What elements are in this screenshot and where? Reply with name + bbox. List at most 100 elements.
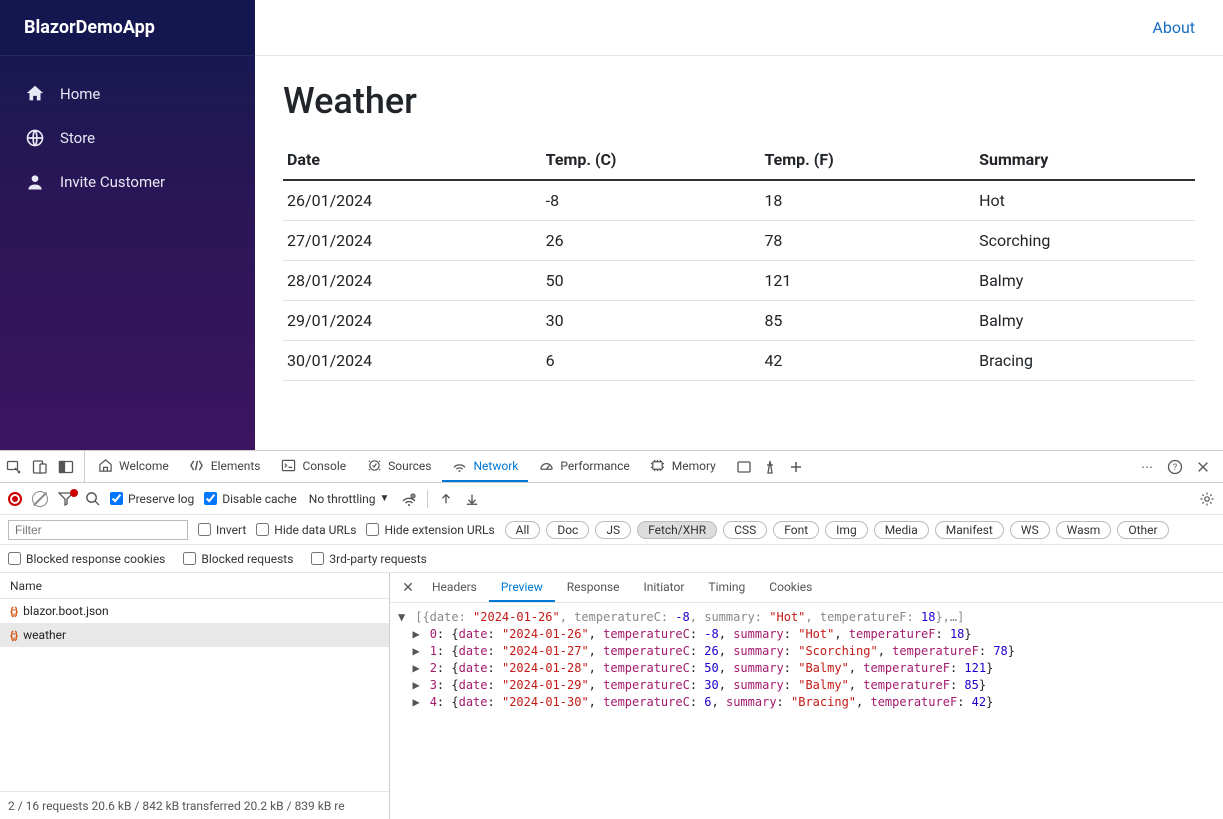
table-cell: 85 [760,301,975,341]
devtools-tab-welcome[interactable]: Welcome [87,451,179,482]
search-icon[interactable] [84,491,100,507]
devtools-tab-memory[interactable]: Memory [640,451,726,482]
network-settings-icon[interactable] [1199,491,1215,507]
elements-tab-icon [189,458,205,474]
preserve-log-checkbox[interactable]: Preserve log [110,492,194,506]
chevron-down-icon: ▼ [380,493,390,504]
filter-pill-manifest[interactable]: Manifest [935,521,1004,539]
table-cell: 28/01/2024 [283,261,542,301]
disable-cache-checkbox[interactable]: Disable cache [204,492,297,506]
welcome-tab-icon [97,458,113,474]
close-devtools-icon[interactable] [1195,459,1211,475]
filter-pill-all[interactable]: All [505,521,541,539]
filter-pill-js[interactable]: JS [595,521,631,539]
brand-row: BlazorDemoApp [0,0,255,56]
detail-tab-cookies[interactable]: Cookies [757,573,824,602]
devtools-tab-console[interactable]: Console [271,451,357,482]
table-cell: 121 [760,261,975,301]
blocked-cookies-checkbox[interactable]: Blocked response cookies [8,552,165,566]
sidebar-item-label: Store [60,129,95,147]
filter-pill-ws[interactable]: WS [1010,521,1050,539]
devtools-tab-network[interactable]: Network [442,451,529,482]
table-cell: 30 [542,301,761,341]
sidebar-item-label: Home [60,85,100,103]
request-name: weather [23,628,66,642]
device-icon[interactable] [32,459,48,475]
filter-pill-other[interactable]: Other [1117,521,1168,539]
filter-pill-wasm[interactable]: Wasm [1056,521,1112,539]
json-icon: {;} [10,629,17,642]
detail-tabbar: ✕ HeadersPreviewResponseInitiatorTimingC… [390,573,1223,603]
detail-tab-initiator[interactable]: Initiator [632,573,697,602]
filter-pill-fetch-xhr[interactable]: Fetch/XHR [637,521,717,539]
table-header: Summary [975,140,1195,180]
detail-tab-headers[interactable]: Headers [420,573,489,602]
filter-pill-doc[interactable]: Doc [546,521,589,539]
table-cell: 27/01/2024 [283,221,542,261]
network-conditions-icon[interactable] [401,491,417,507]
disable-cache-label: Disable cache [222,492,297,506]
filter-pill-img[interactable]: Img [825,521,868,539]
weather-table: DateTemp. (C)Temp. (F)Summary 26/01/2024… [283,140,1195,381]
invert-checkbox[interactable]: Invert [198,523,246,537]
table-cell: Scorching [975,221,1195,261]
inspect-icon[interactable] [6,459,22,475]
lighthouse-icon[interactable] [762,459,778,475]
record-button[interactable] [8,492,22,506]
help-icon[interactable]: ? [1167,459,1183,475]
request-list: Name {;}blazor.boot.json{;}weather 2 / 1… [0,573,390,819]
filter-pill-css[interactable]: CSS [723,521,767,539]
clear-button[interactable] [32,491,48,507]
third-party-checkbox[interactable]: 3rd-party requests [311,552,426,566]
detail-tab-response[interactable]: Response [555,573,632,602]
about-link[interactable]: About [1152,18,1195,37]
close-detail-icon[interactable]: ✕ [396,580,420,596]
sidebar-item-label: Invite Customer [60,173,165,191]
detail-tab-timing[interactable]: Timing [696,573,757,602]
home-icon [24,83,46,105]
table-row: 28/01/202450121Balmy [283,261,1195,301]
request-row[interactable]: {;} weather [0,623,389,647]
sidebar-item-store[interactable]: Store [0,116,255,160]
table-cell: Bracing [975,341,1195,381]
network-toolbar: Preserve log Disable cache No throttling… [0,483,1223,515]
table-cell: Balmy [975,261,1195,301]
table-cell: -8 [542,180,761,221]
memory-tab-icon [650,458,666,474]
throttling-select[interactable]: No throttling ▼ [307,491,392,507]
devtools-tab-sources[interactable]: Sources [356,451,441,482]
add-tab-icon[interactable] [788,459,804,475]
sidebar-item-home[interactable]: Home [0,72,255,116]
table-cell: Hot [975,180,1195,221]
filter-pill-font[interactable]: Font [773,521,819,539]
preview-body[interactable]: ▼ [{date: "2024-01-26", temperatureC: -8… [390,603,1223,819]
filter-input[interactable] [8,520,188,540]
filter-pill-media[interactable]: Media [874,521,929,539]
preserve-log-label: Preserve log [128,492,194,506]
topbar: About [255,0,1223,56]
sidebar-item-invite-customer[interactable]: Invite Customer [0,160,255,204]
sidebar: BlazorDemoApp Home Store Invite Customer [0,0,255,450]
table-row: 30/01/2024642Bracing [283,341,1195,381]
import-har-icon[interactable] [438,491,454,507]
devtools-tab-performance[interactable]: Performance [528,451,639,482]
blocked-requests-checkbox[interactable]: Blocked requests [183,552,293,566]
request-row[interactable]: {;}blazor.boot.json [0,599,389,623]
table-cell: 26/01/2024 [283,180,542,221]
application-frame: BlazorDemoApp Home Store Invite Customer A… [0,0,1223,451]
table-header: Temp. (C) [542,140,761,180]
filter-toggle-icon[interactable] [58,492,74,506]
more-icon[interactable]: ⋯ [1139,459,1155,475]
tab-app-icon[interactable] [736,459,752,475]
console-tab-icon [281,458,297,474]
network-filterbar: Invert Hide data URLs Hide extension URL… [0,515,1223,545]
hide-data-urls-checkbox[interactable]: Hide data URLs [256,523,356,537]
page-content: Weather DateTemp. (C)Temp. (F)Summary 26… [255,56,1223,405]
dock-icon[interactable] [58,459,74,475]
hide-extension-urls-checkbox[interactable]: Hide extension URLs [366,523,494,537]
export-har-icon[interactable] [464,491,480,507]
devtools-tab-elements[interactable]: Elements [179,451,271,482]
network-body: Name {;}blazor.boot.json{;}weather 2 / 1… [0,573,1223,819]
table-header: Date [283,140,542,180]
detail-tab-preview[interactable]: Preview [489,573,555,602]
